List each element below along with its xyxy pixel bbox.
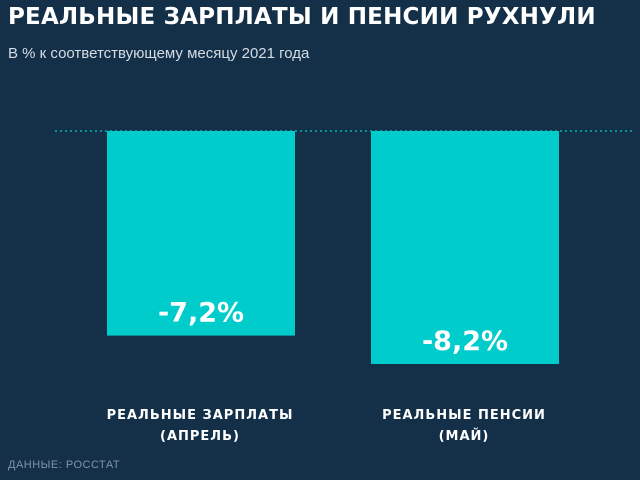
value-label-pensions: -8,2% (422, 326, 508, 357)
value-label-wages: -7,2% (158, 298, 244, 329)
category-label-wages: РЕАЛЬНЫЕ ЗАРПЛАТЫ (АПРЕЛЬ) (90, 405, 310, 447)
category-label-pensions-line2: (МАЙ) (438, 429, 490, 444)
bar-pensions (371, 131, 559, 364)
category-label-pensions: РЕАЛЬНЫЕ ПЕНСИИ (МАЙ) (354, 405, 574, 447)
category-label-wages-line1: РЕАЛЬНЫЕ ЗАРПЛАТЫ (106, 408, 294, 423)
bars-group (107, 131, 559, 364)
value-labels-group: -7,2% -8,2% (158, 298, 508, 357)
category-label-pensions-line1: РЕАЛЬНЫЕ ПЕНСИИ (382, 408, 546, 423)
chart-title: РЕАЛЬНЫЕ ЗАРПЛАТЫ И ПЕНСИИ РУХНУЛИ (8, 4, 596, 30)
bar-wages (107, 131, 295, 336)
category-label-wages-line2: (АПРЕЛЬ) (160, 429, 240, 444)
chart-subtitle: В % к соответствующему месяцу 2021 года (8, 45, 310, 62)
data-source: ДАННЫЕ: РОССТАТ (8, 459, 121, 471)
